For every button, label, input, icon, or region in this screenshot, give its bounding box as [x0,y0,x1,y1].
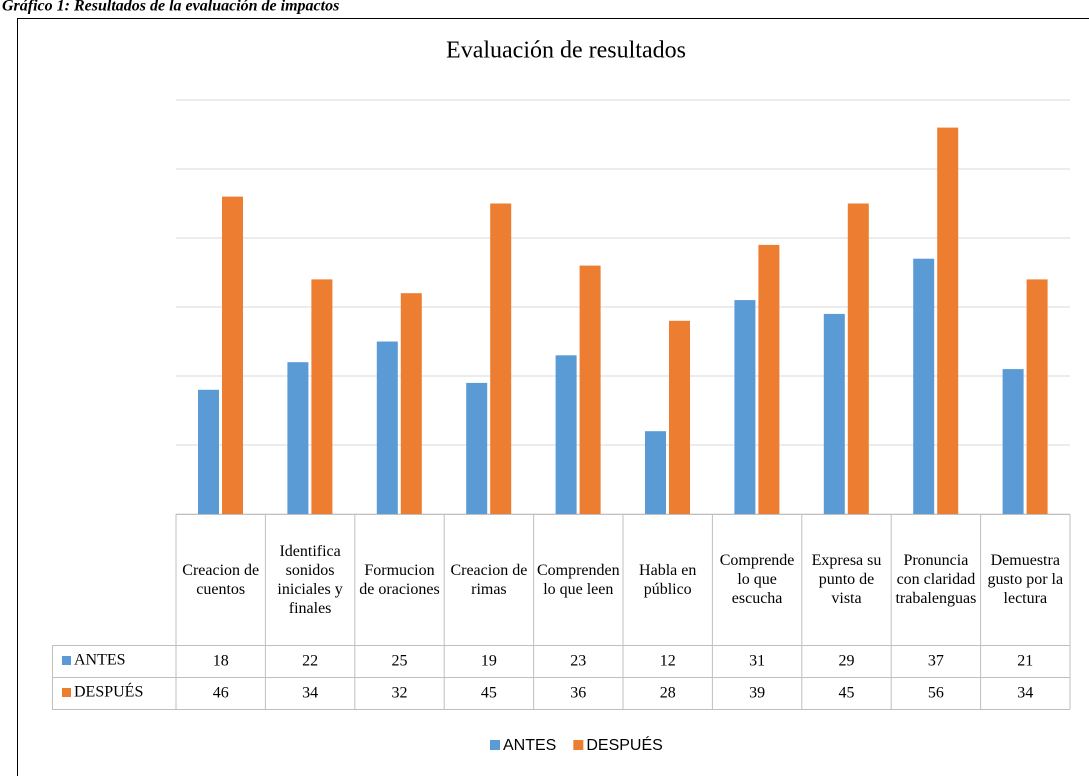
category-cell: Comprenden lo que leen [536,561,620,598]
table-value: 18 [213,653,229,670]
bar [734,300,756,514]
x-tick-label: Pronuncia con claridad trabalenguas [895,552,977,607]
table-value: 19 [481,653,497,670]
bar [198,389,219,514]
table-value: 31 [749,653,765,670]
table-value: 34 [1017,685,1033,702]
table-value: 29 [839,653,855,670]
table-value: 21 [1017,653,1033,670]
bar [222,196,243,514]
category-cell: Demuestra gusto por la lectura [987,552,1064,607]
table-value: 45 [839,685,855,702]
category-cell: Expresa su punto de vista [811,552,882,607]
x-tick-label: Demuestra gusto por la lectura [987,552,1064,607]
bar [847,203,869,514]
x-tick-label: Comprenden lo que leen [536,561,620,598]
bar [937,127,959,514]
bar [466,382,488,514]
table-value: 56 [928,685,944,702]
table-series-name: ANTES [74,652,126,669]
bar [645,431,666,514]
table-value: 22 [302,653,318,670]
category-cell: Formucion de oraciones [359,561,440,598]
table-value: 32 [392,685,408,702]
x-tick-label: Comprende lo que escucha [719,552,795,607]
table-value: 12 [660,653,676,670]
category-cell: Creacion de cuentos [182,561,260,598]
bar [823,313,845,514]
table-legend-key [62,688,71,697]
x-tick-label: Habla en público [639,561,697,598]
table-value: 28 [660,685,676,702]
table-value: 46 [213,685,229,702]
bar [669,320,690,514]
table-value: 36 [570,685,586,702]
x-tick-label: Formucion de oraciones [359,561,440,598]
caption: Gráfico 1: Resultados de la evaluación d… [2,0,339,15]
table-value: 37 [928,653,944,670]
bar [376,341,398,514]
table-value: 25 [392,653,408,670]
category-cell: Identifica sonidos iniciales y finales [277,542,343,617]
table-value: 45 [481,685,497,702]
table-legend-key [62,656,71,665]
x-tick-label: Creacion de cuentos [182,561,260,598]
bar [311,279,333,514]
category-cell: Habla en público [639,561,697,598]
category-cell: Pronuncia con claridad trabalenguas [895,552,977,607]
legend-key [490,740,500,750]
table-value: 39 [749,685,765,702]
x-tick-label: Expresa su punto de vista [811,552,882,607]
bar [555,355,577,514]
table-series-name: DESPUÉS [74,682,143,701]
legend-label: DESPUÉS [586,735,662,754]
legend-label: ANTES [503,737,556,754]
x-tick-label: Identifica sonidos iniciales y finales [277,542,343,617]
legend-key [573,740,584,750]
chart-border [17,18,1089,776]
x-tick-label: Creacion de rimas [450,561,528,598]
bar [913,258,935,514]
table-value: 23 [570,653,586,670]
bar [490,203,512,514]
bar [579,265,601,514]
bar [1026,279,1048,514]
bar [1002,369,1024,514]
bar [400,293,422,514]
chart-title: Evaluación de resultados [446,38,686,64]
bar [287,362,309,514]
category-cell: Comprende lo que escucha [719,552,795,607]
bar [758,244,780,514]
table-value: 34 [302,685,318,702]
category-cell: Creacion de rimas [450,561,528,598]
